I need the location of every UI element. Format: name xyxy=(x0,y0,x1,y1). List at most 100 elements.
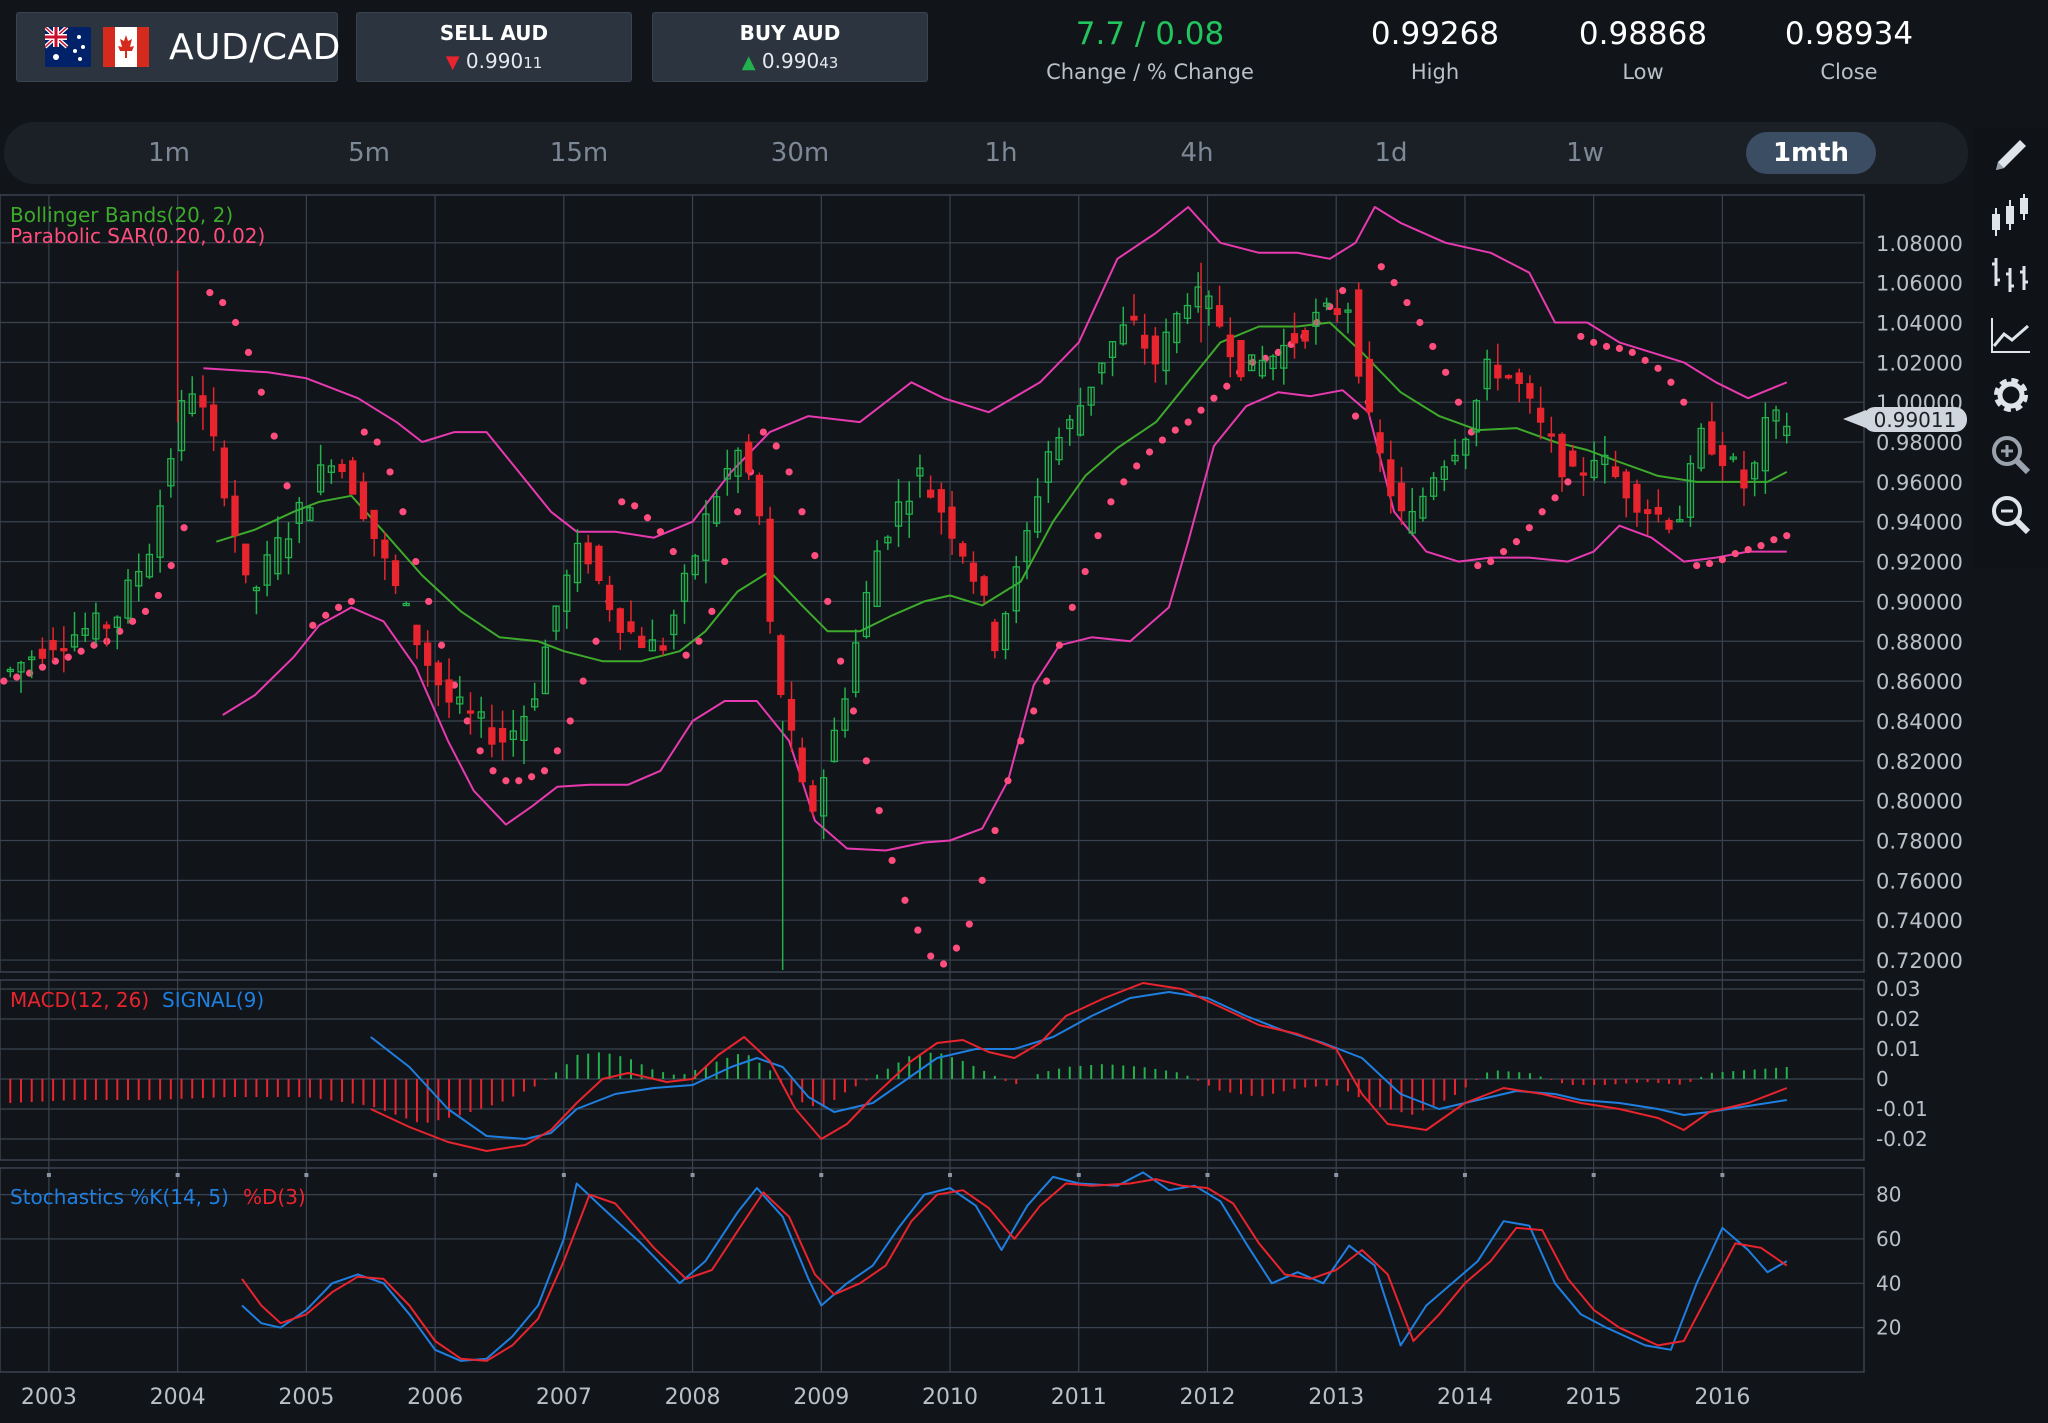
candle-down xyxy=(627,621,635,633)
candle-down xyxy=(980,576,988,596)
x-tick-dot xyxy=(304,1173,309,1177)
stoch-tick-label: 60 xyxy=(1876,1227,1901,1251)
sar-dot xyxy=(901,896,909,904)
sar-dot xyxy=(1590,338,1598,347)
sar-dot xyxy=(1107,498,1115,506)
candle-down xyxy=(231,495,239,536)
y-tick-label: 0.88000 xyxy=(1876,630,1963,654)
x-tick-label: 2013 xyxy=(1308,1385,1364,1410)
y-tick-label: 0.82000 xyxy=(1876,750,1963,774)
sar-dot xyxy=(1454,398,1463,406)
candle-down xyxy=(1494,364,1502,379)
pencil-icon[interactable] xyxy=(1988,132,2034,178)
candle-down xyxy=(1579,472,1588,476)
timeframe-15m[interactable]: 15m xyxy=(549,138,609,168)
bb-middle-line xyxy=(216,321,1788,663)
sar-dot xyxy=(231,318,240,327)
x-tick-label: 2014 xyxy=(1437,1385,1493,1410)
candle-up xyxy=(862,591,871,638)
sar-dot xyxy=(1525,524,1533,532)
candle-up xyxy=(274,537,282,575)
candle-up xyxy=(156,505,164,558)
stoch-d-line xyxy=(241,1178,1788,1362)
candle-up xyxy=(316,464,325,493)
low-caption: Low xyxy=(1622,60,1664,84)
candle-up xyxy=(509,730,517,741)
panel-frame-3 xyxy=(0,1167,1865,1373)
sar-dot xyxy=(1351,412,1360,420)
change-caption: Change / % Change xyxy=(1046,60,1254,84)
y-tick-label: 0.74000 xyxy=(1876,909,1963,933)
sar-dot xyxy=(1654,364,1662,372)
line-chart-icon[interactable] xyxy=(1988,312,2034,358)
candlestick-icon[interactable] xyxy=(1988,192,2034,238)
sar-dot xyxy=(1757,542,1765,550)
candle-up xyxy=(1269,355,1277,370)
timeframe-1h[interactable]: 1h xyxy=(984,138,1018,168)
candle-up xyxy=(113,616,121,628)
sar-dot xyxy=(425,597,433,606)
candle-down xyxy=(49,640,57,651)
buy-button[interactable]: BUY AUD ▲ 0.99043 xyxy=(652,12,928,82)
x-tick-dot xyxy=(1205,1173,1210,1177)
x-tick-label: 2010 xyxy=(922,1385,978,1410)
timeframe-1w[interactable]: 1w xyxy=(1566,138,1604,168)
candle-up xyxy=(1322,302,1331,307)
sar-dot xyxy=(721,557,729,566)
sar-dot xyxy=(875,807,883,815)
candle-up xyxy=(1173,313,1181,344)
zoom-out-icon[interactable] xyxy=(1988,492,2034,538)
x-tick-dot xyxy=(1720,1173,1725,1177)
candle-up xyxy=(520,715,528,741)
macd-tick-label: 0 xyxy=(1876,1067,1889,1091)
sar-dot xyxy=(669,548,677,556)
candle-down xyxy=(787,698,796,731)
candle-down xyxy=(220,447,228,499)
candle-down xyxy=(638,635,646,649)
candle-down xyxy=(424,642,432,666)
candle-up xyxy=(670,614,678,636)
sar-dot xyxy=(206,289,214,297)
timeframe-30m[interactable]: 30m xyxy=(770,138,830,168)
x-tick-dot xyxy=(1076,1173,1081,1177)
candle-up xyxy=(563,574,571,612)
gear-icon[interactable] xyxy=(1988,372,2034,418)
candle-down xyxy=(209,404,218,437)
timeframe-1m[interactable]: 1m xyxy=(148,138,190,168)
candle-down xyxy=(1622,471,1630,499)
candle-up xyxy=(1280,344,1288,369)
sar-dot xyxy=(1602,342,1611,351)
sar-dot xyxy=(952,944,961,952)
candle-up xyxy=(263,554,271,586)
sar-dot xyxy=(1474,561,1482,570)
sar-dot xyxy=(373,438,381,446)
candle-up xyxy=(1440,466,1448,481)
sar-dot xyxy=(824,597,832,606)
zoom-in-icon[interactable] xyxy=(1988,432,2034,478)
sar-dot xyxy=(1145,448,1154,456)
candle-up xyxy=(1205,295,1213,310)
pair-selector[interactable]: AUD/CAD xyxy=(16,12,340,82)
candle-down xyxy=(434,662,443,686)
candle-down xyxy=(798,747,806,783)
timeframe-5m[interactable]: 5m xyxy=(348,138,390,168)
candle-down xyxy=(488,727,496,745)
candle-up xyxy=(648,639,657,652)
timeframe-4h[interactable]: 4h xyxy=(1180,138,1214,168)
candle-up xyxy=(873,550,881,608)
y-tick-label: 0.96000 xyxy=(1876,471,1963,495)
timeframe-1d[interactable]: 1d xyxy=(1374,138,1408,168)
sar-dot xyxy=(347,597,356,606)
candle-up xyxy=(712,496,721,524)
candle-up xyxy=(92,612,100,640)
sell-button[interactable]: SELL AUD ▼ 0.99011 xyxy=(356,12,632,82)
x-tick-label: 2004 xyxy=(150,1385,206,1410)
stoch-k-line xyxy=(241,1171,1788,1362)
candle-down xyxy=(926,489,935,498)
candle-down xyxy=(38,648,47,659)
timeframe-1mth[interactable]: 1mth xyxy=(1746,132,1876,174)
bar-chart-icon[interactable] xyxy=(1988,252,2034,298)
sar-dot xyxy=(1030,707,1038,715)
high-value: 0.99268 xyxy=(1370,16,1500,52)
